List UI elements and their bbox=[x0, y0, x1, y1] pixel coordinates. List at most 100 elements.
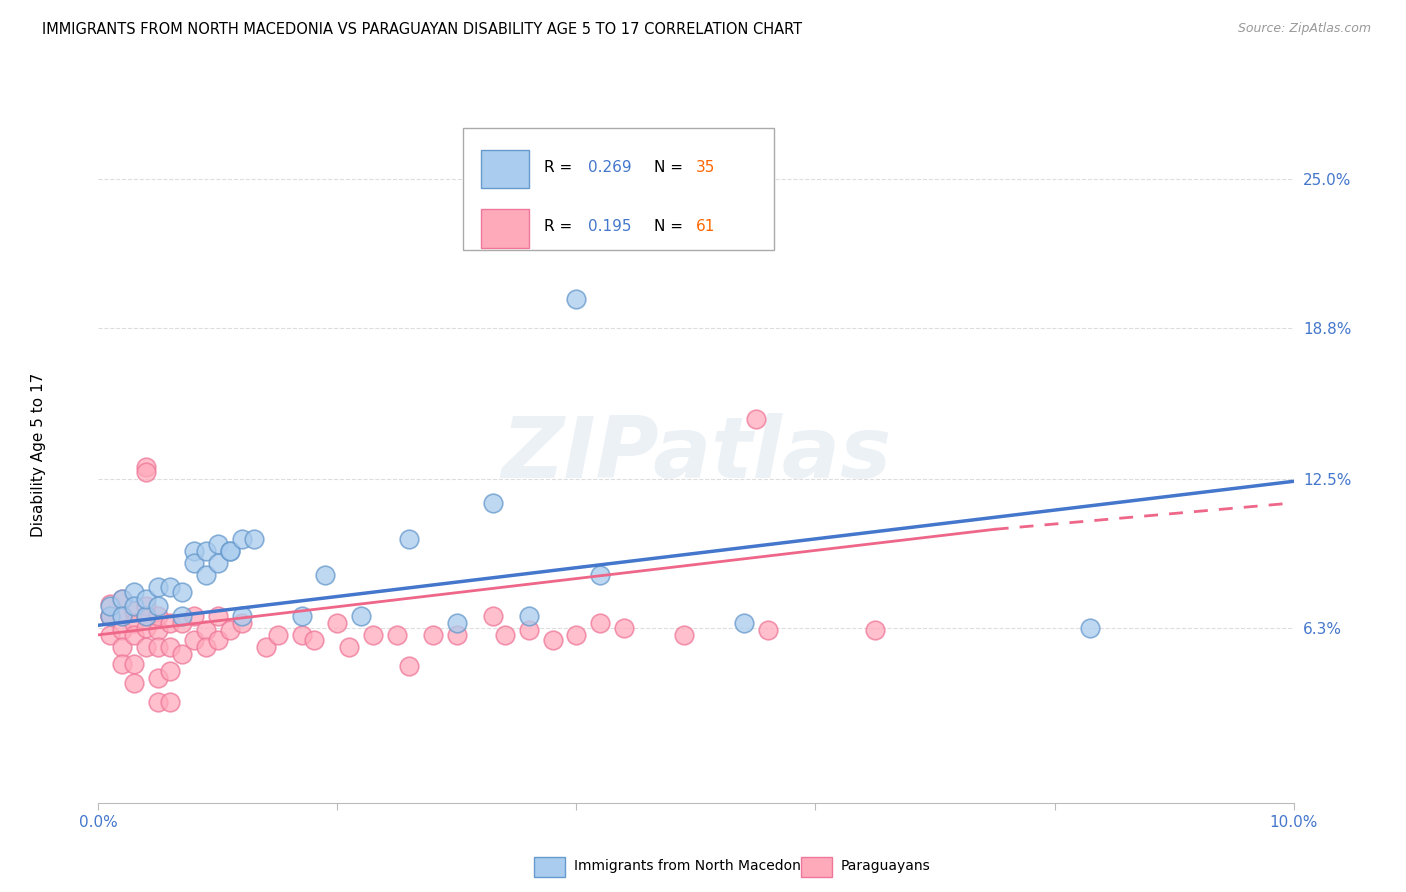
Point bbox=[231, 608, 253, 623]
Point bbox=[756, 623, 779, 637]
Text: N =: N = bbox=[654, 160, 688, 175]
Point bbox=[148, 695, 170, 709]
Point bbox=[111, 623, 134, 637]
Text: R =: R = bbox=[544, 219, 578, 235]
Point bbox=[135, 465, 157, 479]
Text: 0.195: 0.195 bbox=[588, 219, 631, 235]
Point bbox=[194, 544, 218, 558]
Text: IMMIGRANTS FROM NORTH MACEDONIA VS PARAGUAYAN DISABILITY AGE 5 TO 17 CORRELATION: IMMIGRANTS FROM NORTH MACEDONIA VS PARAG… bbox=[42, 22, 803, 37]
Point bbox=[111, 657, 134, 671]
Point bbox=[219, 544, 242, 558]
Point bbox=[194, 567, 218, 582]
Point bbox=[172, 584, 194, 599]
Text: 0.269: 0.269 bbox=[588, 160, 633, 175]
Point bbox=[613, 621, 636, 635]
Point bbox=[183, 632, 205, 647]
Point bbox=[111, 591, 134, 606]
Point bbox=[481, 496, 505, 510]
Point bbox=[111, 608, 134, 623]
FancyBboxPatch shape bbox=[463, 128, 773, 250]
Point bbox=[398, 659, 420, 673]
Text: 35: 35 bbox=[696, 160, 716, 175]
Point bbox=[207, 537, 229, 551]
Point bbox=[135, 608, 157, 623]
Point bbox=[98, 599, 122, 613]
Point bbox=[172, 615, 194, 630]
Point bbox=[159, 695, 181, 709]
Point bbox=[159, 580, 181, 594]
Point bbox=[148, 599, 170, 613]
Point bbox=[350, 608, 373, 623]
Point bbox=[302, 632, 325, 647]
Point bbox=[135, 621, 157, 635]
Point bbox=[446, 615, 468, 630]
Point bbox=[135, 459, 157, 474]
Point bbox=[135, 640, 157, 654]
Point bbox=[745, 412, 768, 426]
Point bbox=[231, 615, 253, 630]
Point bbox=[207, 556, 229, 570]
Point bbox=[183, 556, 205, 570]
Point bbox=[172, 647, 194, 661]
Point bbox=[565, 628, 588, 642]
Bar bbox=[481, 150, 529, 188]
Point bbox=[231, 532, 253, 546]
Point bbox=[148, 623, 170, 637]
Point bbox=[673, 628, 696, 642]
Point bbox=[148, 608, 170, 623]
Text: ZIPatlas: ZIPatlas bbox=[501, 413, 891, 497]
Point bbox=[111, 640, 134, 654]
Point bbox=[135, 599, 157, 613]
Point bbox=[98, 628, 122, 642]
Point bbox=[135, 591, 157, 606]
Text: 61: 61 bbox=[696, 219, 716, 235]
Point bbox=[398, 532, 420, 546]
Text: N =: N = bbox=[654, 219, 688, 235]
Point bbox=[111, 591, 134, 606]
Point bbox=[589, 615, 612, 630]
Point bbox=[541, 632, 564, 647]
Point bbox=[207, 632, 229, 647]
Point bbox=[172, 608, 194, 623]
Point bbox=[98, 608, 122, 623]
Point bbox=[517, 623, 540, 637]
Point bbox=[290, 608, 312, 623]
Point bbox=[267, 628, 290, 642]
Point bbox=[111, 608, 134, 623]
Point bbox=[326, 615, 349, 630]
Point bbox=[865, 623, 887, 637]
Point bbox=[124, 628, 146, 642]
Point bbox=[159, 664, 181, 678]
Bar bbox=[481, 210, 529, 248]
Text: Source: ZipAtlas.com: Source: ZipAtlas.com bbox=[1237, 22, 1371, 36]
Point bbox=[1080, 621, 1102, 635]
Point bbox=[290, 628, 312, 642]
Point bbox=[385, 628, 409, 642]
Point bbox=[207, 608, 229, 623]
Point bbox=[183, 544, 205, 558]
Point bbox=[159, 640, 181, 654]
Point bbox=[148, 671, 170, 685]
Point bbox=[481, 608, 505, 623]
Point bbox=[124, 657, 146, 671]
Text: Immigrants from North Macedonia: Immigrants from North Macedonia bbox=[574, 859, 813, 873]
Point bbox=[124, 615, 146, 630]
Point bbox=[98, 597, 122, 611]
Point bbox=[148, 640, 170, 654]
Point bbox=[243, 532, 266, 546]
Point bbox=[194, 623, 218, 637]
Point bbox=[254, 640, 277, 654]
Point bbox=[315, 567, 337, 582]
Point bbox=[565, 292, 588, 306]
Point bbox=[124, 604, 146, 618]
Point bbox=[183, 608, 205, 623]
Point bbox=[589, 567, 612, 582]
Point bbox=[135, 608, 157, 623]
Point bbox=[124, 599, 146, 613]
Point bbox=[148, 580, 170, 594]
Point bbox=[124, 584, 146, 599]
Point bbox=[194, 640, 218, 654]
Point bbox=[446, 628, 468, 642]
Point bbox=[159, 615, 181, 630]
Text: Disability Age 5 to 17: Disability Age 5 to 17 bbox=[31, 373, 46, 537]
